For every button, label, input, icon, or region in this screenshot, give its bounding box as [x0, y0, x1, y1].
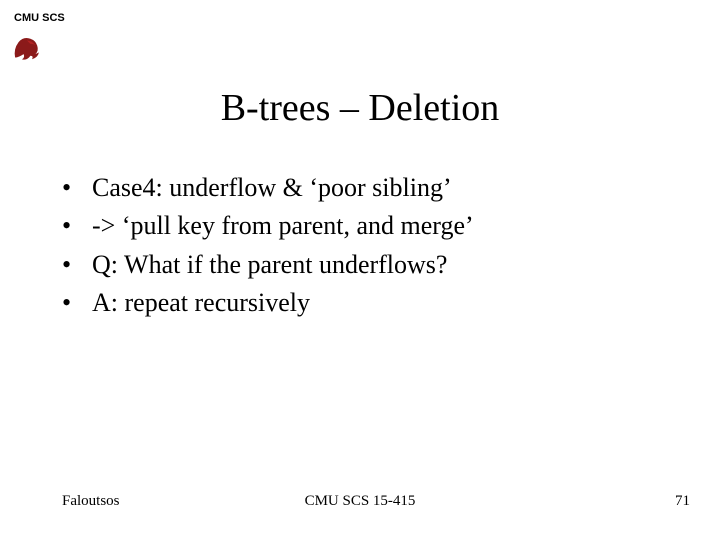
footer-page-number: 71 — [675, 493, 690, 510]
bullet-marker: • — [62, 170, 92, 206]
bullet-item: • Case4: underflow & ‘poor sibling’ — [62, 170, 474, 206]
bullet-list: • Case4: underflow & ‘poor sibling’ • ->… — [62, 170, 474, 324]
header-label: CMU SCS — [14, 12, 65, 24]
bullet-marker: • — [62, 247, 92, 283]
footer-course: CMU SCS 15-415 — [0, 493, 720, 510]
slide-title: B-trees – Deletion — [0, 86, 720, 130]
bullet-item: • -> ‘pull key from parent, and merge’ — [62, 208, 474, 244]
slide-header: CMU SCS — [10, 8, 65, 66]
bullet-text: A: repeat recursively — [92, 285, 310, 321]
bullet-marker: • — [62, 285, 92, 321]
bullet-item: • Q: What if the parent underflows? — [62, 247, 474, 283]
bullet-text: -> ‘pull key from parent, and merge’ — [92, 208, 474, 244]
bullet-text: Case4: underflow & ‘poor sibling’ — [92, 170, 452, 206]
cmu-dragon-icon — [10, 32, 44, 66]
bullet-item: • A: repeat recursively — [62, 285, 474, 321]
header-label-row: CMU SCS — [10, 8, 65, 66]
bullet-text: Q: What if the parent underflows? — [92, 247, 447, 283]
bullet-marker: • — [62, 208, 92, 244]
